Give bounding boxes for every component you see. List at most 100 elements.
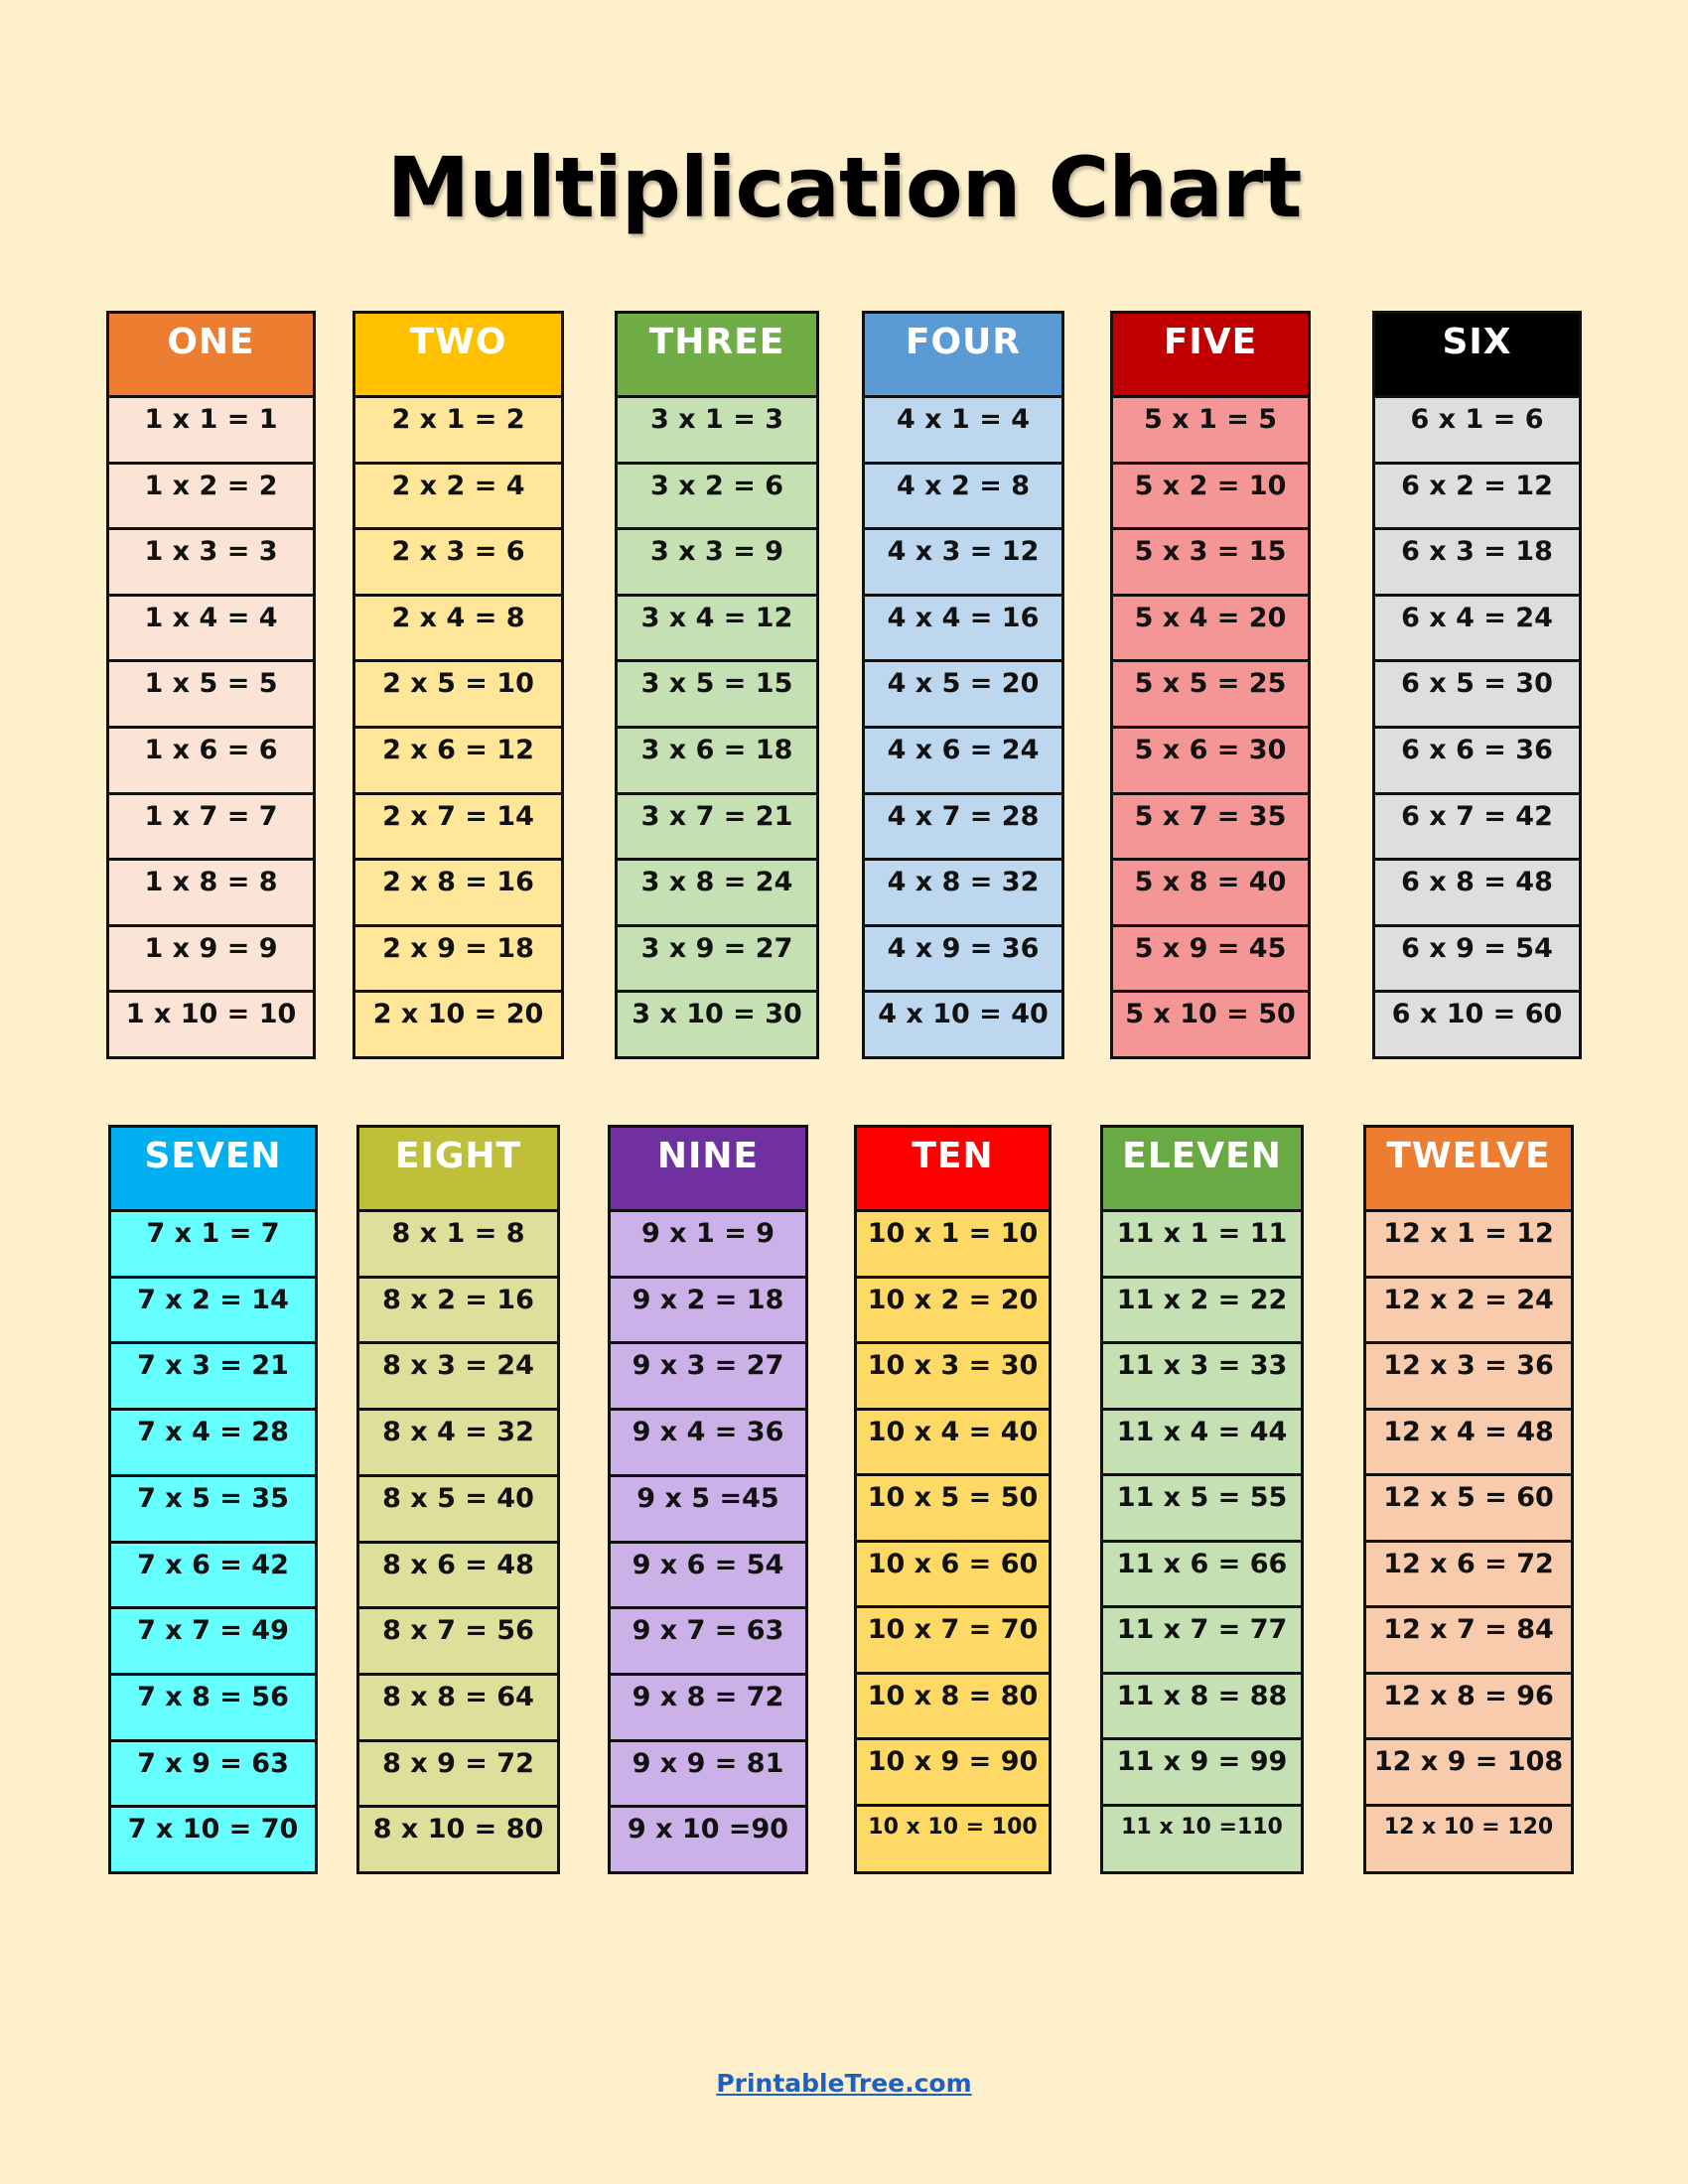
- table-row: 7 x 6 = 42: [111, 1543, 315, 1610]
- table-row: 1 x 6 = 6: [109, 728, 313, 795]
- table-row: 4 x 6 = 24: [865, 728, 1061, 795]
- table-row: 3 x 7 = 21: [618, 794, 816, 862]
- table-row: 1 x 1 = 1: [109, 398, 313, 465]
- table-row: 2 x 1 = 2: [355, 398, 561, 465]
- table-row: 4 x 3 = 12: [865, 530, 1061, 597]
- table-row: 9 x 5 =45: [611, 1476, 805, 1544]
- table-row: 12 x 4 = 48: [1366, 1410, 1571, 1476]
- table-row: 10 x 2 = 20: [857, 1278, 1049, 1344]
- table-header: ONE: [109, 314, 313, 398]
- table-row: 10 x 10 = 100: [857, 1806, 1049, 1871]
- table-header: FOUR: [865, 314, 1061, 398]
- table-row: 11 x 4 = 44: [1103, 1410, 1301, 1476]
- table-row: 5 x 8 = 40: [1113, 861, 1308, 927]
- table-row: 10 x 9 = 90: [857, 1740, 1049, 1807]
- table-row: 7 x 9 = 63: [111, 1741, 315, 1809]
- table-row: 8 x 3 = 24: [359, 1344, 557, 1412]
- table-row: 8 x 5 = 40: [359, 1476, 557, 1544]
- table-header: SEVEN: [111, 1128, 315, 1212]
- table-header: TWELVE: [1366, 1128, 1571, 1212]
- table-row: 11 x 7 = 77: [1103, 1608, 1301, 1675]
- table-header: TEN: [857, 1128, 1049, 1212]
- table-row: 5 x 3 = 15: [1113, 530, 1308, 597]
- table-row: 8 x 1 = 8: [359, 1212, 557, 1279]
- table-row: 4 x 2 = 8: [865, 464, 1061, 531]
- table-row: 3 x 6 = 18: [618, 728, 816, 795]
- table-row: 5 x 2 = 10: [1113, 464, 1308, 531]
- table-row: 10 x 4 = 40: [857, 1410, 1049, 1476]
- table-row: 5 x 6 = 30: [1113, 728, 1308, 795]
- table-row: 5 x 7 = 35: [1113, 794, 1308, 862]
- footer-link[interactable]: PrintableTree.com: [716, 2069, 972, 2098]
- table-row: 2 x 7 = 14: [355, 794, 561, 862]
- table-row: 6 x 2 = 12: [1375, 464, 1579, 531]
- table-row: 4 x 1 = 4: [865, 398, 1061, 465]
- table-row: 12 x 2 = 24: [1366, 1278, 1571, 1344]
- table-row: 11 x 2 = 22: [1103, 1278, 1301, 1344]
- table-row: 3 x 10 = 30: [618, 993, 816, 1056]
- table-row: 6 x 7 = 42: [1375, 794, 1579, 862]
- table-ten: TEN 10 x 1 = 10 10 x 2 = 20 10 x 3 = 30 10 x…: [854, 1125, 1052, 1874]
- table-row: 1 x 2 = 2: [109, 464, 313, 531]
- table-row: 6 x 3 = 18: [1375, 530, 1579, 597]
- table-row: 2 x 2 = 4: [355, 464, 561, 531]
- table-row: 12 x 1 = 12: [1366, 1212, 1571, 1279]
- table-header: FIVE: [1113, 314, 1308, 398]
- table-row: 8 x 7 = 56: [359, 1609, 557, 1676]
- table-row: 9 x 4 = 36: [611, 1411, 805, 1477]
- table-row: 9 x 9 = 81: [611, 1741, 805, 1809]
- table-header: THREE: [618, 314, 816, 398]
- table-row: 6 x 9 = 54: [1375, 926, 1579, 994]
- table-row: 7 x 2 = 14: [111, 1278, 315, 1345]
- table-row: 7 x 10 = 70: [111, 1808, 315, 1872]
- table-row: 10 x 6 = 60: [857, 1542, 1049, 1608]
- table-row: 9 x 10 =90: [611, 1808, 805, 1872]
- table-eleven: ELEVEN 11 x 1 = 11 11 x 2 = 22 11 x 3 = 33 1…: [1100, 1125, 1304, 1874]
- table-row: 4 x 5 = 20: [865, 662, 1061, 729]
- table-row: 1 x 7 = 7: [109, 794, 313, 862]
- table-header: EIGHT: [359, 1128, 557, 1212]
- table-row: 10 x 3 = 30: [857, 1344, 1049, 1411]
- table-row: 1 x 3 = 3: [109, 530, 313, 597]
- table-row: 12 x 6 = 72: [1366, 1542, 1571, 1608]
- table-row: 4 x 7 = 28: [865, 794, 1061, 862]
- table-row: 9 x 7 = 63: [611, 1609, 805, 1676]
- table-row: 3 x 1 = 3: [618, 398, 816, 465]
- table-row: 7 x 5 = 35: [111, 1476, 315, 1544]
- table-row: 9 x 2 = 18: [611, 1278, 805, 1345]
- table-row: 11 x 3 = 33: [1103, 1344, 1301, 1411]
- table-row: 8 x 2 = 16: [359, 1278, 557, 1345]
- table-row: 3 x 9 = 27: [618, 926, 816, 994]
- table-row: 3 x 5 = 15: [618, 662, 816, 729]
- table-row: 4 x 9 = 36: [865, 926, 1061, 994]
- table-row: 7 x 1 = 7: [111, 1212, 315, 1279]
- table-row: 1 x 4 = 4: [109, 596, 313, 663]
- table-row: 9 x 1 = 9: [611, 1212, 805, 1279]
- table-row: 5 x 1 = 5: [1113, 398, 1308, 465]
- table-row: 11 x 6 = 66: [1103, 1542, 1301, 1608]
- table-row: 2 x 9 = 18: [355, 926, 561, 994]
- table-row: 4 x 10 = 40: [865, 993, 1061, 1056]
- table-row: 8 x 6 = 48: [359, 1543, 557, 1610]
- table-row: 8 x 8 = 64: [359, 1675, 557, 1742]
- table-row: 11 x 10 =110: [1103, 1806, 1301, 1871]
- table-row: 2 x 4 = 8: [355, 596, 561, 663]
- table-row: 7 x 4 = 28: [111, 1411, 315, 1477]
- table-row: 4 x 8 = 32: [865, 861, 1061, 927]
- table-row: 2 x 5 = 10: [355, 662, 561, 729]
- table-row: 12 x 8 = 96: [1366, 1674, 1571, 1740]
- page-title: Multiplication Chart: [386, 139, 1303, 236]
- table-row: 1 x 10 = 10: [109, 993, 313, 1056]
- table-row: 6 x 6 = 36: [1375, 728, 1579, 795]
- table-row: 2 x 10 = 20: [355, 993, 561, 1056]
- table-row: 9 x 8 = 72: [611, 1675, 805, 1742]
- table-row: 5 x 9 = 45: [1113, 926, 1308, 994]
- table-row: 10 x 5 = 50: [857, 1476, 1049, 1543]
- table-header: SIX: [1375, 314, 1579, 398]
